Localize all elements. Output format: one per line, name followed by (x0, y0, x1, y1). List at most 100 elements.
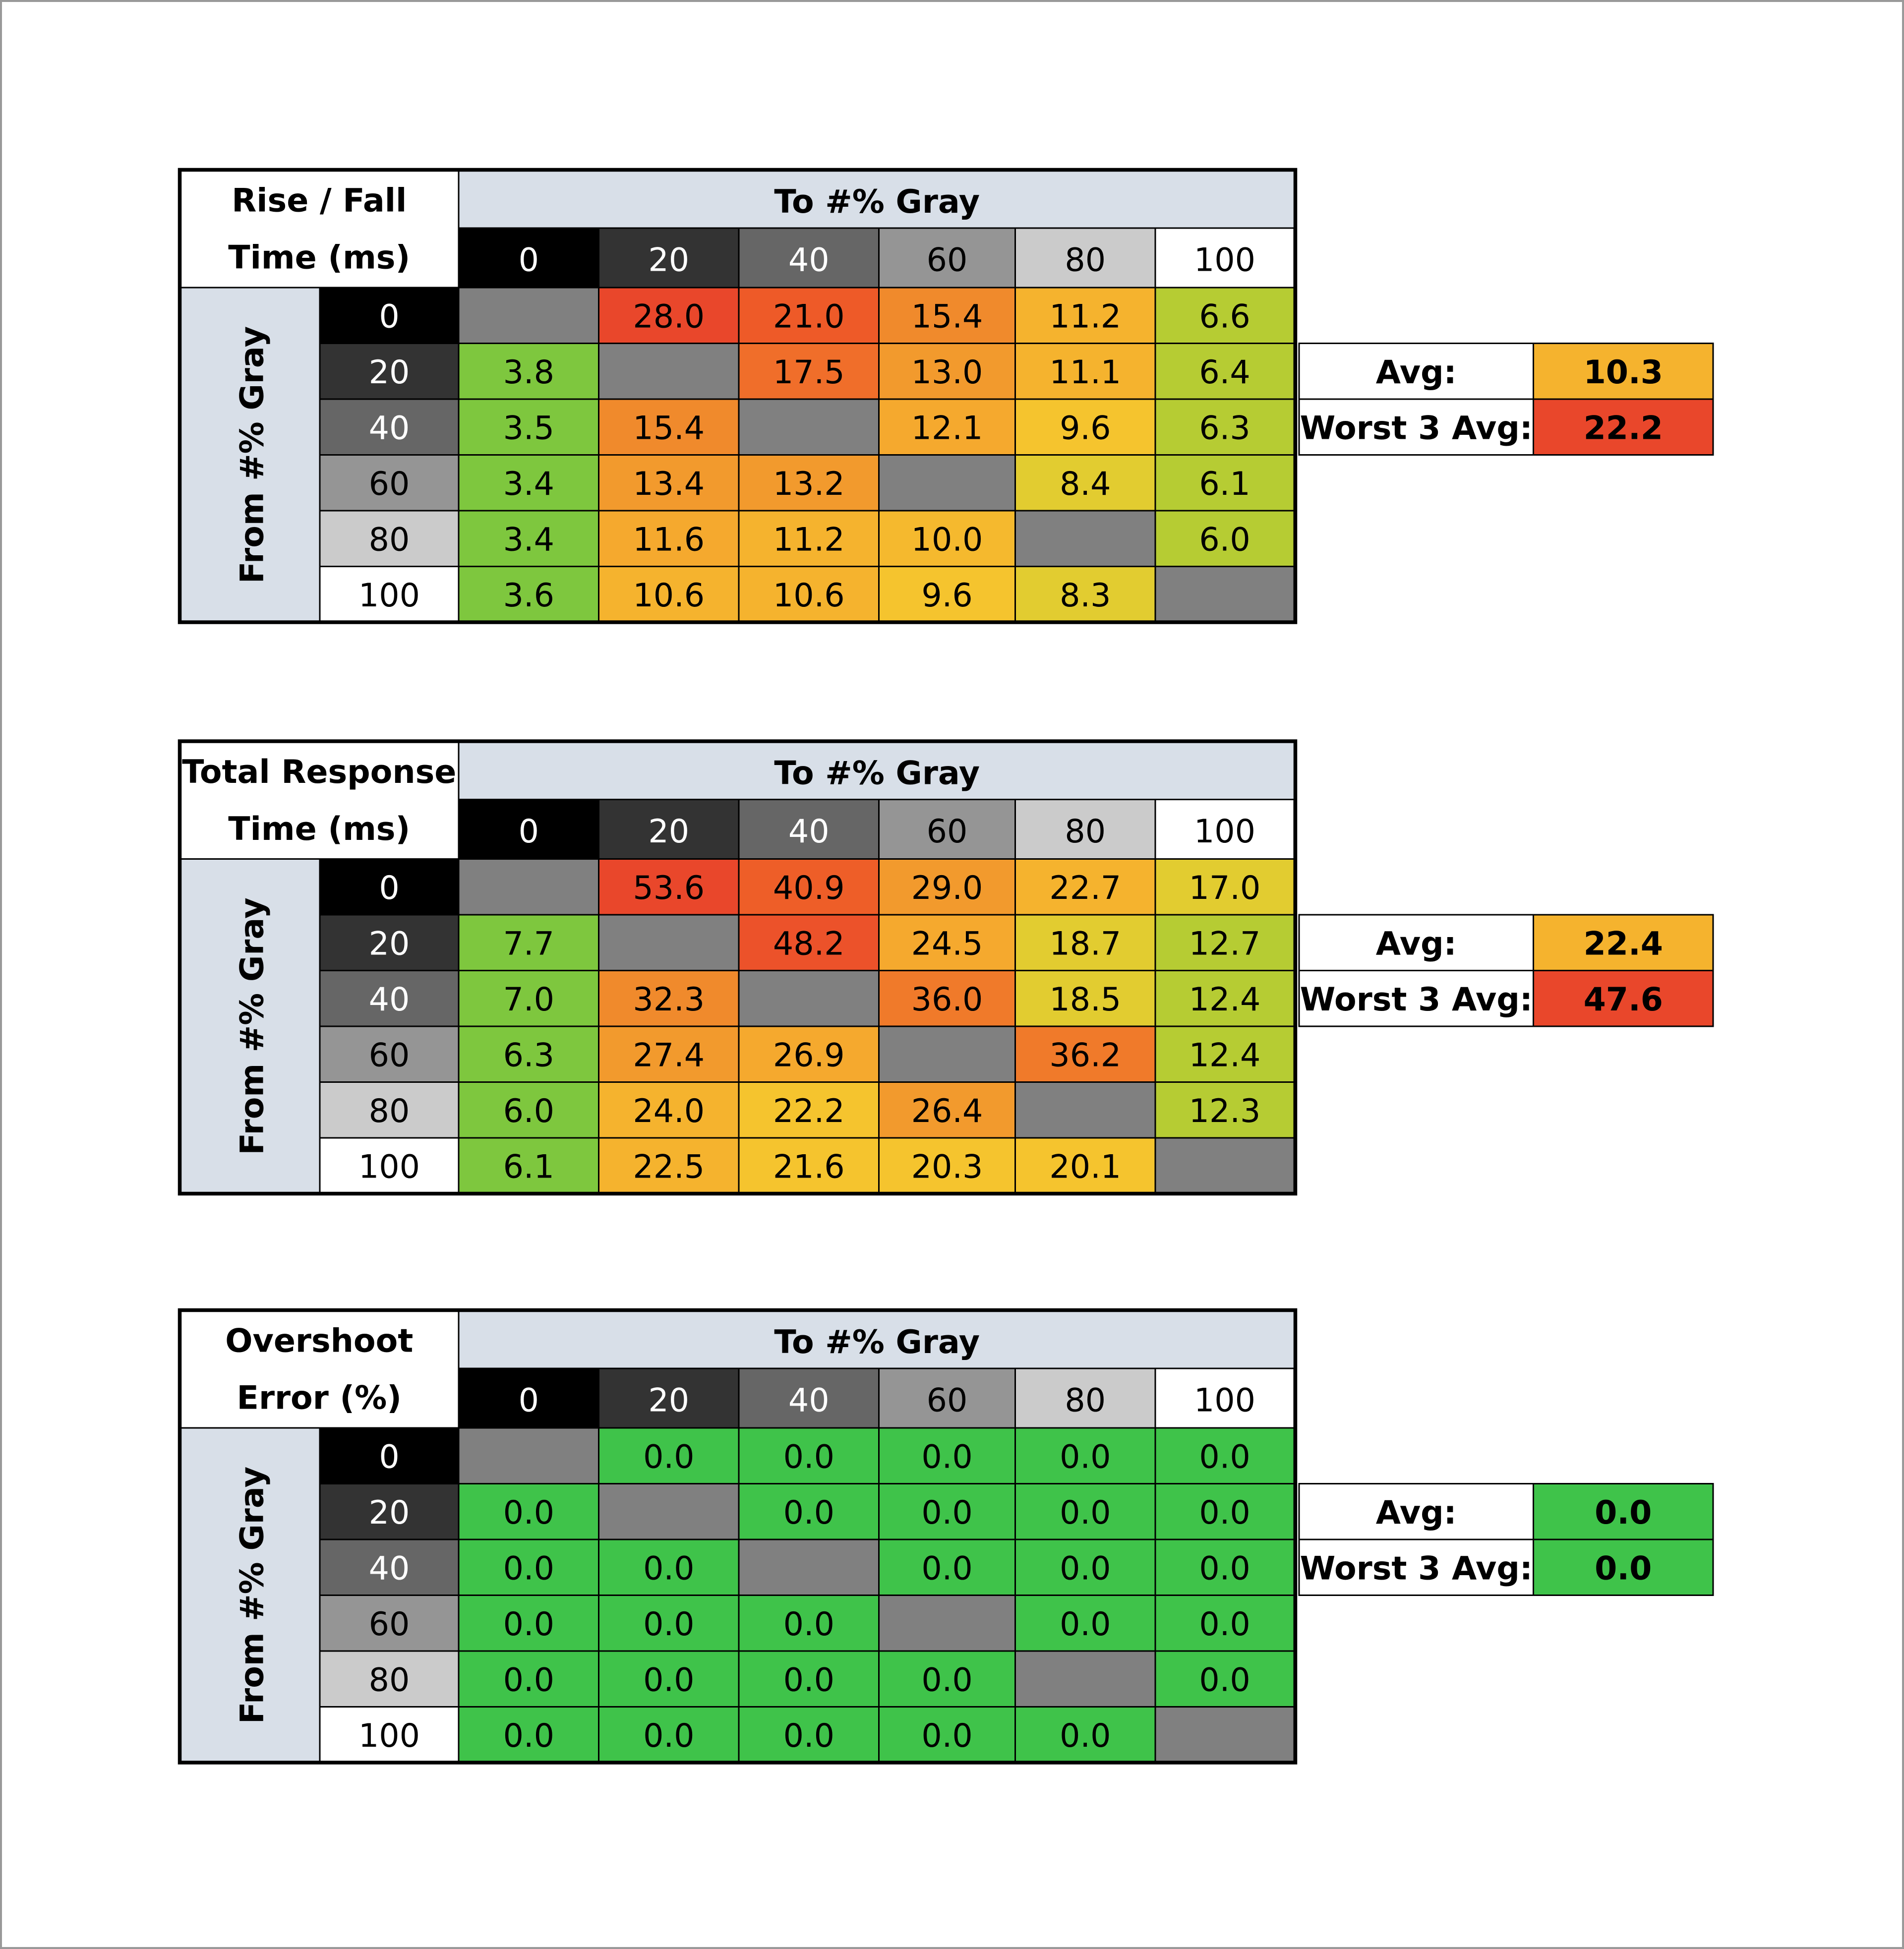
column-level-label: 80 (1065, 1382, 1106, 1419)
data-value: 12.7 (1189, 925, 1261, 962)
data-value: 0.0 (1060, 1494, 1111, 1532)
data-value: 0.0 (503, 1550, 554, 1587)
summary-label-cell (1298, 1483, 1534, 1540)
data-value: 15.4 (911, 298, 983, 335)
summary-label-cell (1298, 343, 1534, 400)
column-level-label: 80 (1065, 242, 1106, 279)
data-cell (458, 1137, 599, 1194)
column-level-cell (1154, 799, 1295, 860)
data-cell (598, 1137, 740, 1194)
data-cell (738, 1483, 880, 1540)
data-value: 12.4 (1189, 1037, 1261, 1074)
data-value: 10.6 (773, 577, 845, 614)
data-value: 32.3 (633, 981, 705, 1018)
summary-value: 47.6 (1584, 981, 1663, 1018)
table-title-box (179, 169, 460, 289)
data-value: 0.0 (1060, 1717, 1111, 1755)
data-value: 28.0 (633, 298, 705, 335)
data-value: 20.3 (911, 1148, 983, 1185)
data-value: 6.0 (503, 1093, 554, 1130)
summary-value-cell (1533, 1483, 1714, 1540)
table-outline (178, 739, 1298, 1196)
summary-label-cell (1298, 970, 1534, 1027)
data-value: 20.1 (1049, 1148, 1121, 1185)
column-header-label: To #% Gray (774, 755, 980, 792)
data-cell (598, 1650, 740, 1708)
diagonal-cell (458, 858, 599, 916)
data-cell (738, 1650, 880, 1708)
data-cell (1154, 1595, 1295, 1652)
data-value: 10.0 (911, 521, 983, 558)
summary-box: Avg: 10.3 Worst 3 Avg: 22.2 (1298, 343, 1714, 456)
matrix-table-3: Overshoot Error (%) To #% Gray 0 20 40 60 80 100… (178, 1308, 1714, 1765)
data-cell (738, 1081, 880, 1139)
data-cell (598, 1427, 740, 1484)
data-cell (1014, 343, 1156, 400)
data-value: 0.0 (921, 1438, 972, 1476)
data-value: 0.0 (503, 1661, 554, 1699)
row-level-label: 80 (369, 521, 410, 558)
data-cell (878, 1137, 1016, 1194)
column-level-label: 60 (927, 813, 968, 850)
row-header-label: From #% Gray (234, 897, 271, 1155)
data-value: 6.3 (503, 1037, 554, 1074)
data-cell (1154, 1483, 1295, 1540)
data-cell (738, 858, 880, 916)
summary-label: Worst 3 Avg: (1300, 1550, 1533, 1587)
column-level-label: 100 (1194, 813, 1255, 850)
data-cell (1154, 1650, 1295, 1708)
column-level-label: 40 (788, 813, 830, 850)
data-cell (738, 1025, 880, 1083)
row-level-label: 100 (358, 1717, 420, 1755)
table-title-line: Total Response (182, 754, 456, 791)
table-outline (178, 1308, 1298, 1765)
column-header-label: To #% Gray (774, 183, 980, 221)
data-value: 0.0 (643, 1661, 694, 1699)
data-value: 0.0 (1199, 1494, 1250, 1532)
data-value: 0.0 (783, 1438, 834, 1476)
column-level-cell (1154, 227, 1295, 289)
data-value: 6.6 (1199, 298, 1250, 335)
column-level-label: 60 (927, 242, 968, 279)
data-value: 0.0 (503, 1606, 554, 1643)
data-cell (878, 398, 1016, 456)
data-value: 24.5 (911, 925, 983, 962)
row-level-cell (319, 343, 460, 400)
column-header-band (458, 740, 1296, 800)
data-value: 13.2 (773, 466, 845, 503)
column-level-label: 0 (519, 1382, 539, 1419)
data-value: 13.0 (911, 354, 983, 391)
data-cell (878, 1483, 1016, 1540)
data-cell (878, 1081, 1016, 1139)
data-cell (878, 914, 1016, 971)
row-level-cell (319, 287, 460, 344)
data-value: 0.0 (503, 1494, 554, 1532)
data-cell (878, 970, 1016, 1027)
data-value: 0.0 (1199, 1550, 1250, 1587)
data-cell (458, 1538, 599, 1596)
data-cell (458, 1650, 599, 1708)
data-value: 17.0 (1189, 870, 1261, 907)
diagonal-cell (458, 287, 599, 344)
data-value: 21.0 (773, 298, 845, 335)
table-outline (178, 168, 1298, 624)
summary-value-cell (1533, 398, 1714, 456)
column-level-label: 0 (519, 242, 539, 279)
data-value: 9.6 (921, 577, 972, 614)
summary-value-cell (1533, 970, 1714, 1027)
data-cell (738, 510, 880, 567)
data-cell (1154, 343, 1295, 400)
data-value: 21.6 (773, 1148, 845, 1185)
diagonal-cell (1014, 510, 1156, 567)
table-title-line: Overshoot (225, 1323, 413, 1360)
column-level-cell (458, 227, 599, 289)
column-level-label: 60 (927, 1382, 968, 1419)
data-value: 48.2 (773, 925, 845, 962)
data-cell (458, 914, 599, 971)
data-value: 6.1 (503, 1148, 554, 1185)
row-level-label: 60 (369, 466, 410, 503)
matrix-table-2: Total Response Time (ms) To #% Gray 0 20 40 60… (178, 739, 1714, 1196)
data-cell (458, 398, 599, 456)
summary-label: Avg: (1376, 1494, 1457, 1532)
